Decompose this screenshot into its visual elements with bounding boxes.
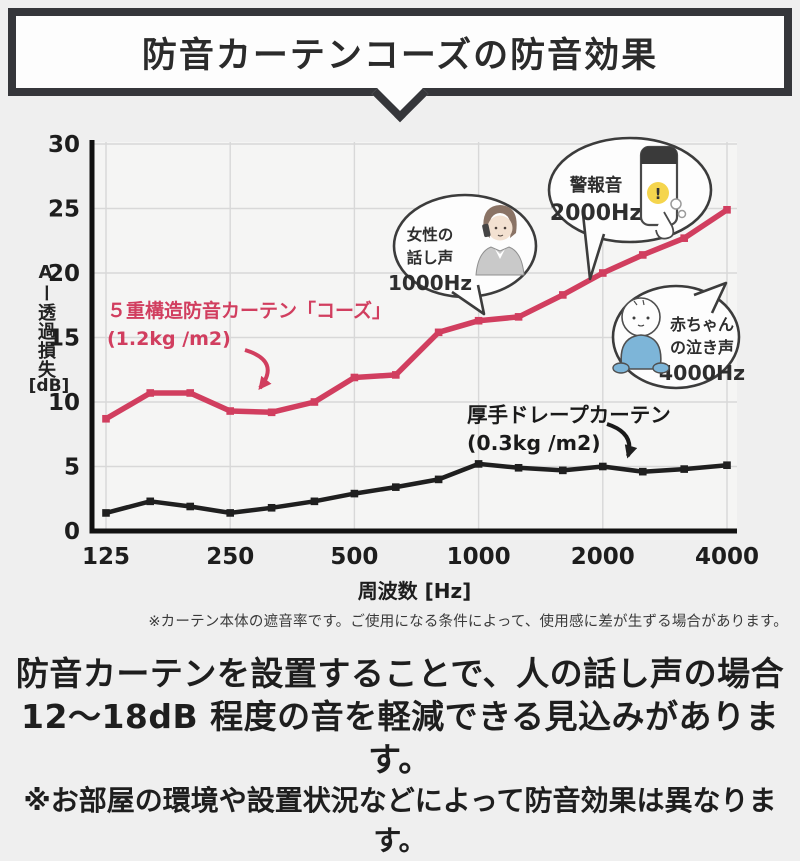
- chart-footnote: ※カーテン本体の遮音率です。ご使用になる条件によって、使用感に差が生ずる場合があ…: [148, 614, 788, 630]
- axes: [89, 140, 737, 534]
- svg-text:10: 10: [48, 390, 80, 416]
- label-drape-series: 厚手ドレープカーテン (0.3kg /m2): [467, 403, 671, 459]
- woman-on-phone-icon: [475, 205, 525, 276]
- svg-text:1000Hz: 1000Hz: [388, 271, 472, 295]
- svg-text:1000: 1000: [447, 544, 511, 570]
- x-axis-title: 周波数 [Hz]: [358, 579, 472, 603]
- y-axis-unit: [dB]: [28, 376, 70, 396]
- svg-text:15: 15: [48, 326, 80, 352]
- svg-text:周波数 [Hz]: 周波数 [Hz]: [358, 579, 472, 603]
- x-tick-labels: 125 250 500 1000 2000 4000: [82, 544, 759, 570]
- svg-text:(1.2kg /m2): (1.2kg /m2): [107, 328, 231, 350]
- svg-text:警報音: 警報音: [569, 175, 623, 196]
- svg-text:2000Hz: 2000Hz: [550, 201, 642, 226]
- svg-text:の泣き声: の泣き声: [670, 338, 734, 357]
- svg-text:話し声: 話し声: [407, 248, 454, 267]
- label-cose-series: ５重構造防音カーテン「コーズ」 (1.2kg /m2): [107, 299, 391, 391]
- svg-text:250: 250: [206, 544, 254, 570]
- svg-text:!: !: [655, 185, 662, 203]
- alarm-phone-hand-icon: !: [639, 145, 687, 240]
- svg-text:2000: 2000: [571, 544, 635, 570]
- svg-text:5: 5: [64, 455, 80, 481]
- svg-text:25: 25: [48, 197, 80, 223]
- footer-text-block: 防音カーテンを設置することで、人の話し声の場合 12〜18dB 程度の音を軽減で…: [0, 652, 800, 861]
- crying-baby-icon: [612, 297, 670, 374]
- svg-text:4000: 4000: [695, 544, 759, 570]
- svg-text:女性の: 女性の: [407, 225, 454, 244]
- svg-text:５重構造防音カーテン「コーズ」: ５重構造防音カーテン「コーズ」: [107, 299, 391, 322]
- series-drape-line: [102, 460, 731, 517]
- series-cose-line: [102, 205, 731, 423]
- title-banner: 防音カーテンコーズの防音効果: [8, 8, 792, 123]
- svg-text:厚手ドレープカーテン: 厚手ドレープカーテン: [467, 403, 671, 427]
- svg-text:500: 500: [330, 544, 378, 570]
- footer-line-3: ※お部屋の環境や設置状況などによって防音効果は異なります。: [23, 784, 777, 857]
- y-axis-title: Aー透過損失: [35, 262, 56, 379]
- footer-line-2: 12〜18dB 程度の音を軽減できる見込みがあります。: [21, 697, 779, 779]
- y-tick-labels: 0 5 10 15 20 25 30: [48, 132, 80, 545]
- svg-text:0: 0: [64, 519, 80, 545]
- callout-bubble-alarm: 警報音 2000Hz!: [547, 136, 713, 281]
- svg-text:125: 125: [82, 544, 130, 570]
- svg-text:30: 30: [48, 132, 80, 158]
- svg-text:20: 20: [48, 261, 80, 287]
- svg-text:4000Hz: 4000Hz: [659, 361, 745, 385]
- footer-line-1: 防音カーテンを設置することで、人の話し声の場合: [15, 654, 785, 693]
- svg-text:赤ちゃん: 赤ちゃん: [670, 315, 734, 334]
- svg-text:(0.3kg /m2): (0.3kg /m2): [467, 431, 601, 455]
- soundproofing-line-chart: 0 5 10 15 20 25 30 125 250 500 1000 2000 4000 周波数 [Hz…: [48, 132, 759, 603]
